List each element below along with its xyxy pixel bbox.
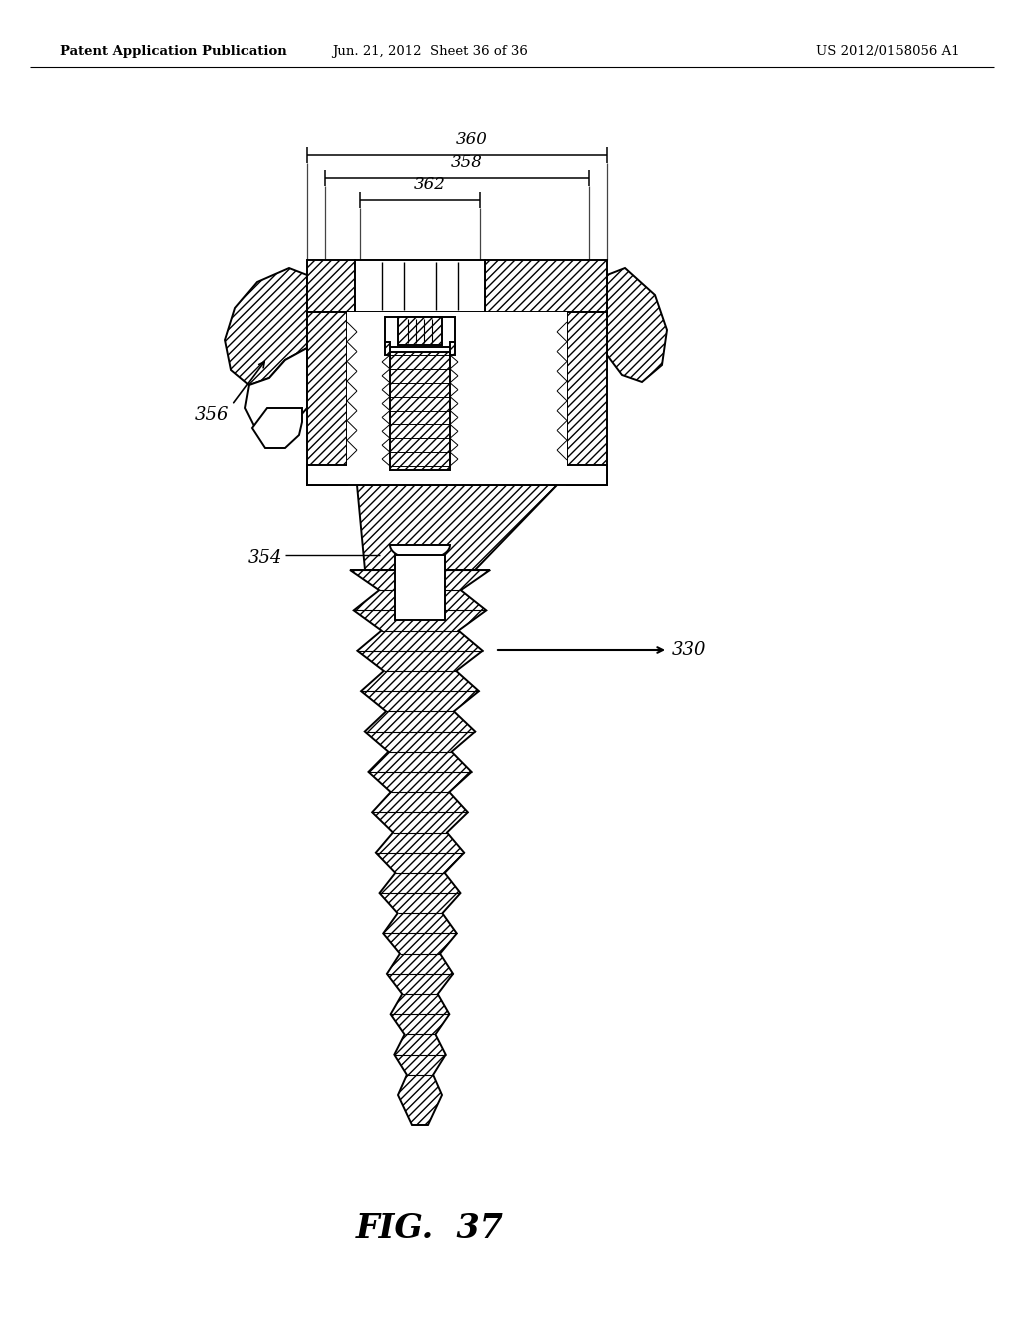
Polygon shape [385,342,390,355]
Text: 360: 360 [456,131,488,148]
Polygon shape [245,348,307,436]
Polygon shape [398,317,442,345]
Polygon shape [355,260,485,312]
Polygon shape [607,268,667,381]
Polygon shape [450,342,455,355]
Text: 362: 362 [414,176,445,193]
Text: 330: 330 [672,642,707,659]
Polygon shape [567,312,607,484]
Polygon shape [390,352,450,470]
Polygon shape [307,260,355,312]
Polygon shape [252,408,302,447]
Text: 354: 354 [248,549,283,568]
Polygon shape [307,465,607,484]
Polygon shape [395,554,445,620]
Text: FIG.  37: FIG. 37 [356,1212,504,1245]
Text: Jun. 21, 2012  Sheet 36 of 36: Jun. 21, 2012 Sheet 36 of 36 [332,45,528,58]
Polygon shape [225,268,307,385]
Polygon shape [350,570,490,1125]
Polygon shape [390,545,450,560]
Text: US 2012/0158056 A1: US 2012/0158056 A1 [816,45,961,58]
Polygon shape [307,312,347,484]
Text: 356: 356 [195,407,229,424]
Polygon shape [485,260,607,312]
Polygon shape [385,317,455,347]
Text: 358: 358 [451,154,483,172]
Polygon shape [357,484,557,570]
Polygon shape [347,312,567,470]
Text: Patent Application Publication: Patent Application Publication [60,45,287,58]
